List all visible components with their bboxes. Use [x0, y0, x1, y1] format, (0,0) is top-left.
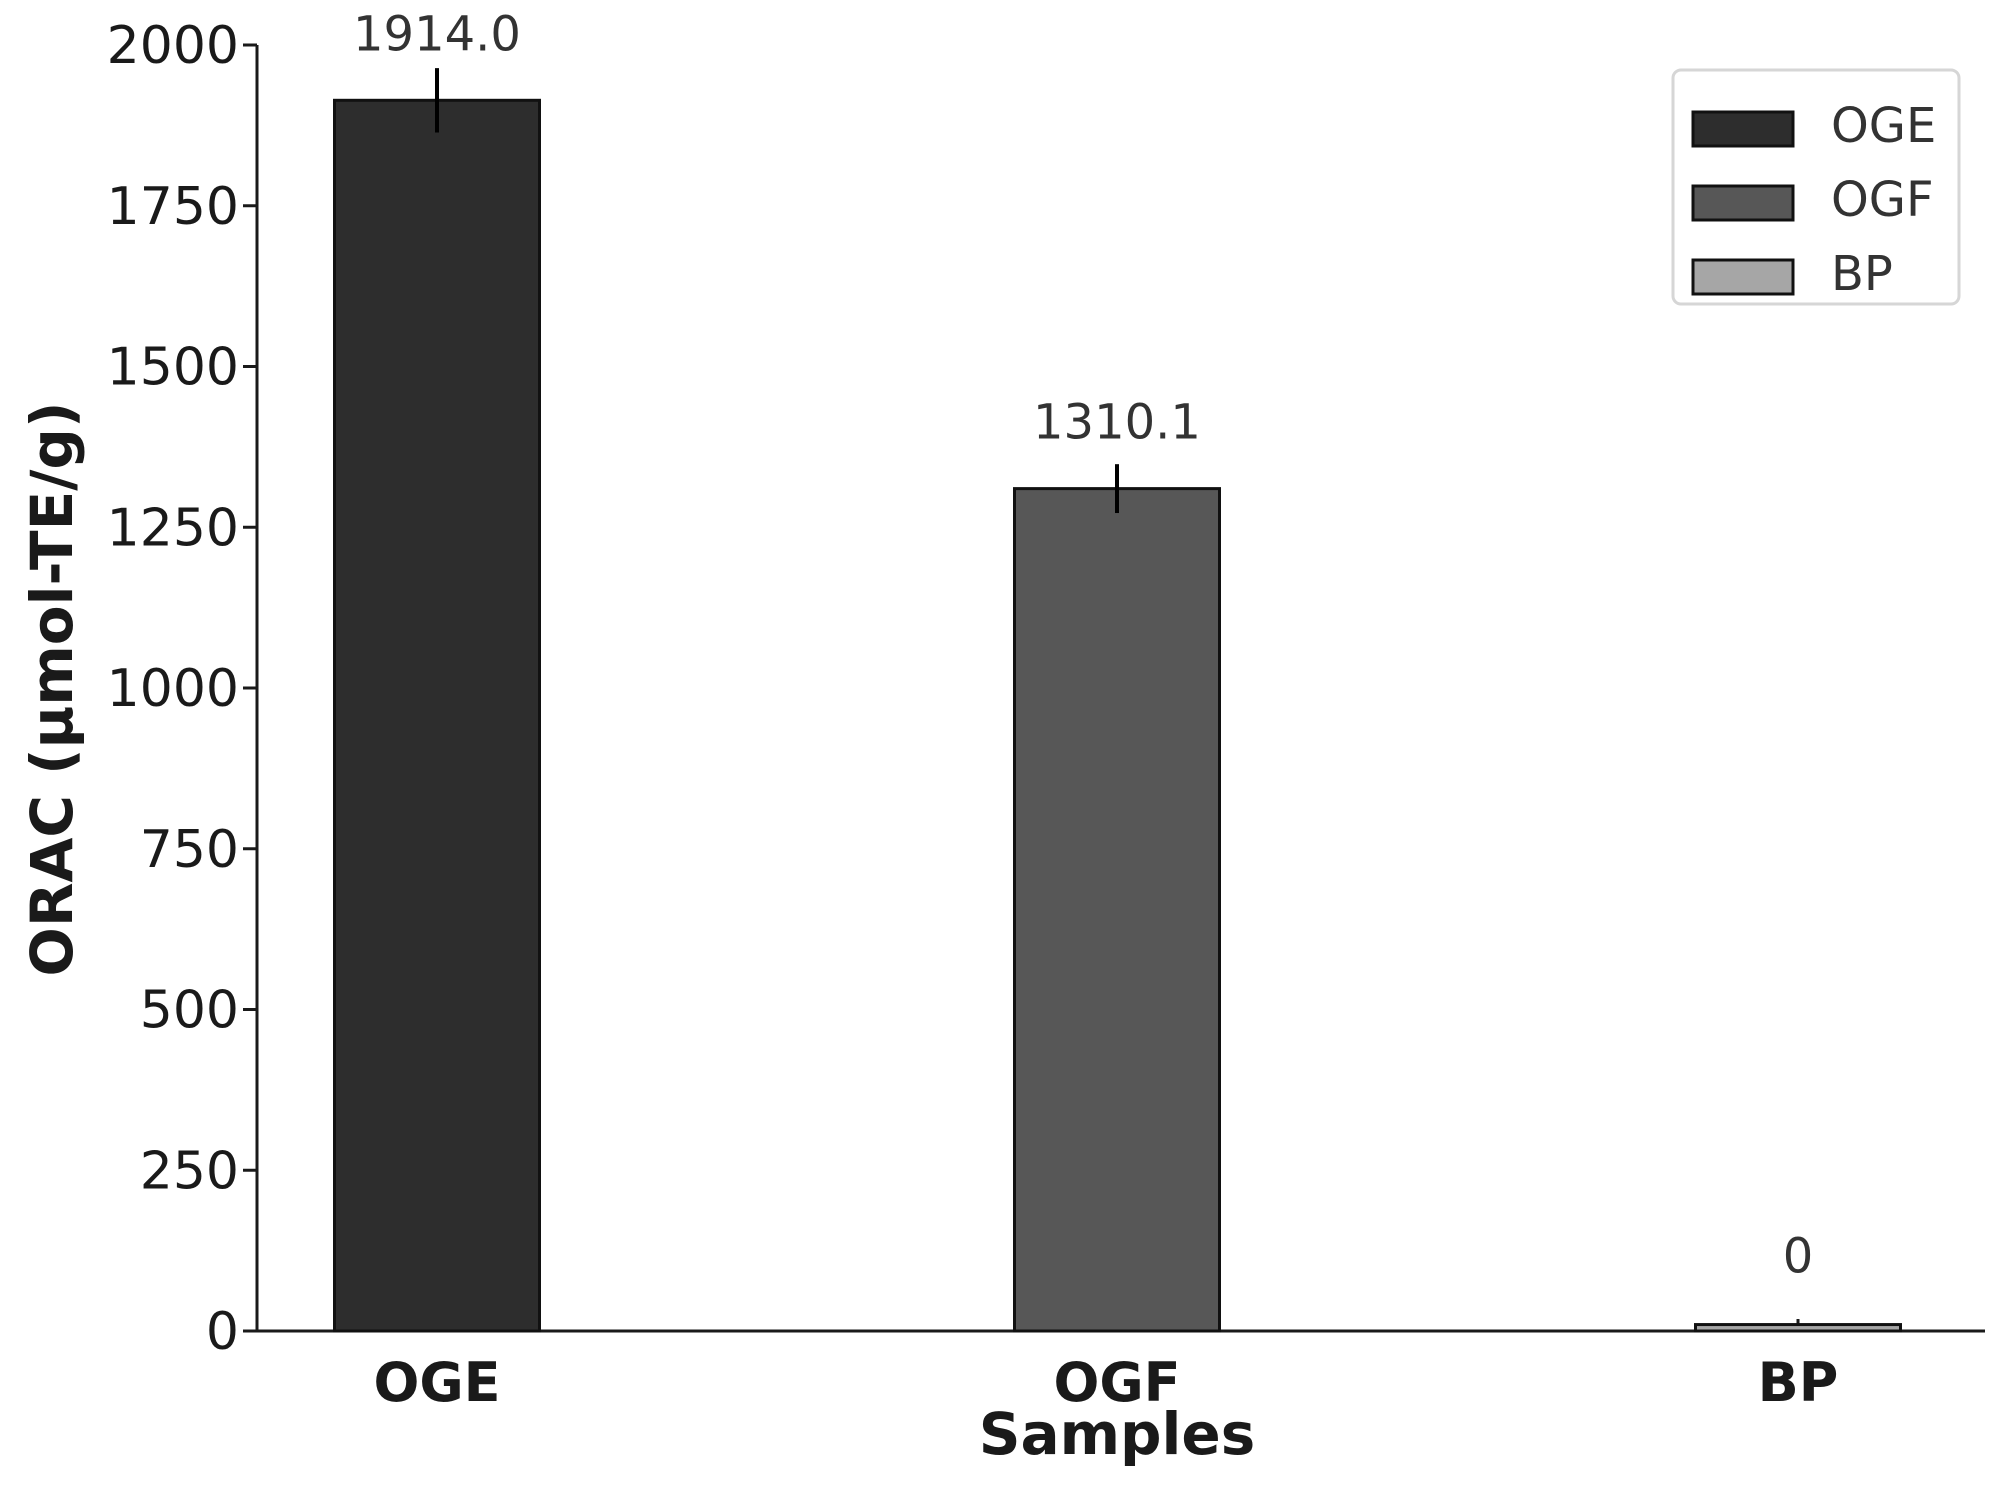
- bar-oge: [333, 98, 541, 1333]
- legend-label-oge: OGE: [1831, 98, 1936, 154]
- y-tick-label: 750: [140, 820, 239, 880]
- bars: 1914.0 1310.1 0: [333, 6, 1902, 1333]
- legend-label-ogf: OGF: [1831, 172, 1934, 228]
- bar-bp: [1694, 1323, 1902, 1333]
- bar-ogf: [1013, 487, 1221, 1333]
- axis-labels: Samples ORAC (μmol-TE/g): [18, 402, 1255, 1468]
- y-axis-label: ORAC (μmol-TE/g): [18, 402, 86, 977]
- legend-swatch-bp: [1691, 258, 1795, 296]
- y-tick-label: 1000: [107, 659, 239, 719]
- y-tick-label: 0: [206, 1302, 239, 1362]
- legend: OGE OGF BP: [1671, 68, 1961, 306]
- y-tick-label: 1750: [107, 177, 239, 237]
- y-tick-label: 250: [140, 1141, 239, 1201]
- y-tick-label: 1500: [107, 338, 239, 398]
- axes: 0 250 500 750 1000 1250 1500 1750 2000 OGE OGF BP: [107, 16, 1985, 1414]
- y-tick-label: 500: [140, 981, 239, 1041]
- y-tick-label: 2000: [107, 16, 239, 76]
- x-tick-label: OGE: [373, 1351, 500, 1414]
- legend-swatch-oge: [1691, 110, 1795, 148]
- x-axis-label: Samples: [979, 1400, 1256, 1468]
- value-label-ogf: 1310.1: [1033, 395, 1201, 451]
- y-tick-label: 1250: [107, 498, 239, 558]
- legend-swatch-ogf: [1691, 184, 1795, 222]
- x-tick-label: BP: [1758, 1351, 1839, 1414]
- value-label-oge: 1914.0: [353, 6, 521, 62]
- x-tick-label: OGF: [1053, 1351, 1180, 1414]
- legend-label-bp: BP: [1831, 246, 1893, 302]
- value-label-bp: 0: [1783, 1229, 1814, 1285]
